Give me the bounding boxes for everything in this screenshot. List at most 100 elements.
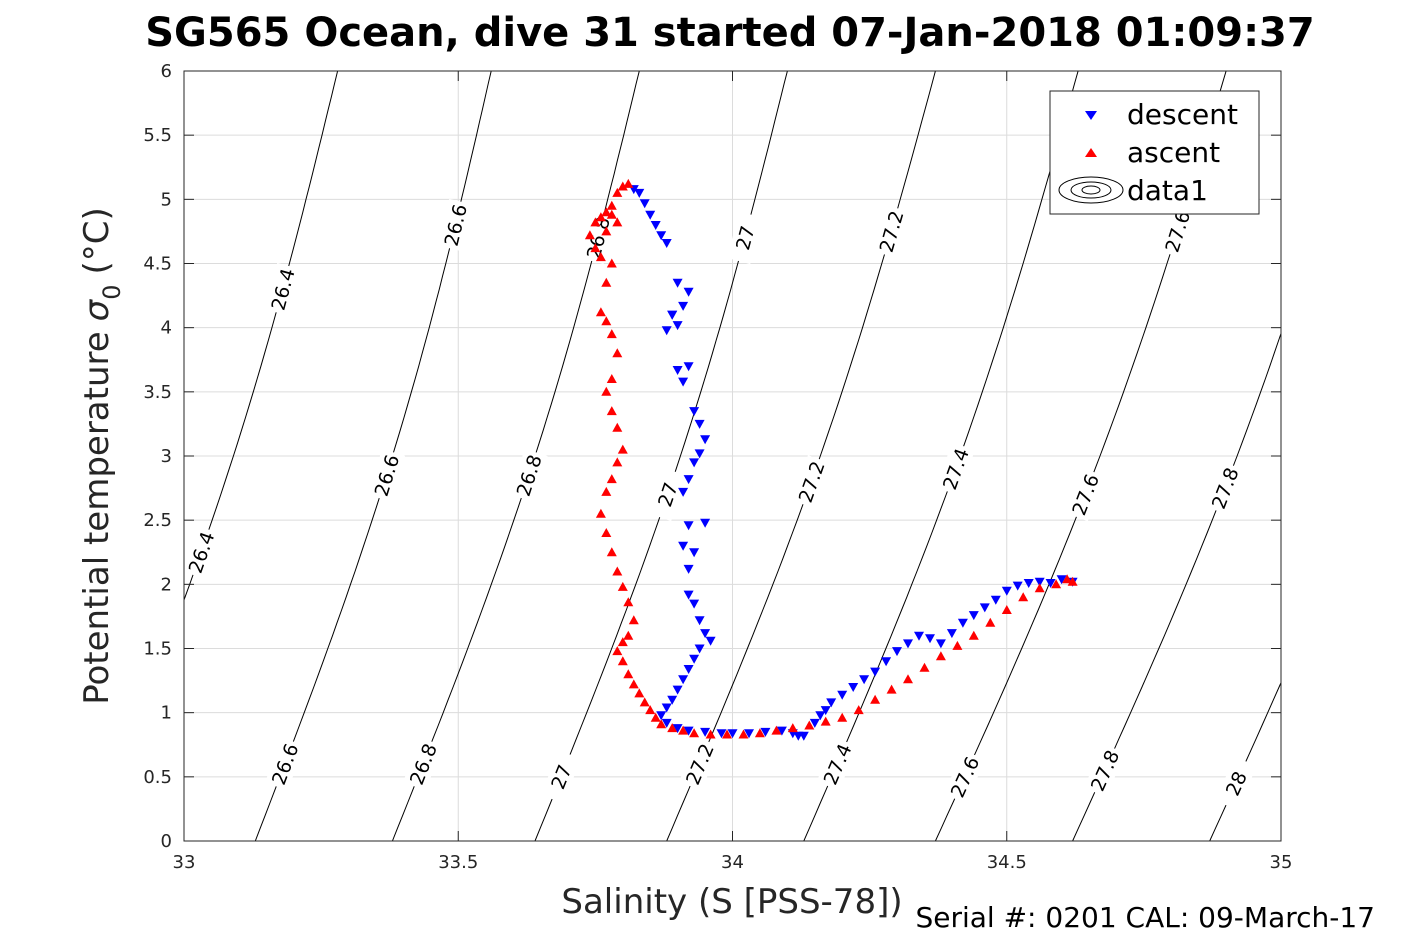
ascent-point [628,615,639,625]
contour-label-bg [816,737,858,791]
ascent-point [919,662,930,672]
x-tick-label: 35 [1270,852,1293,873]
ascent-point [623,597,634,607]
ascent-point [595,307,606,317]
contour-line-26-4 [184,71,339,602]
ascent-point [1034,583,1045,593]
y-tick-label: 6 [161,61,172,82]
ascent-point [606,374,617,383]
descent-point [661,239,672,248]
ascent-point [612,187,623,197]
descent-point [760,727,771,737]
ascent-point [612,457,623,467]
descent-point [683,564,694,574]
descent-point [634,188,645,198]
descent-point [672,724,683,734]
descent-point [1001,586,1012,596]
y-tick-label: 0 [161,831,172,852]
ascent-point [595,508,606,518]
descent-point [946,629,957,639]
legend-box [1049,90,1260,215]
ascent-point [1062,574,1073,584]
ascent-point [787,723,798,733]
contour-label-bg [727,211,763,265]
contour-line-27 [534,71,788,841]
descent-point [990,595,1001,605]
descent-point [815,711,826,721]
ascent-point [612,422,623,432]
contour-label-bg [1204,461,1245,515]
ascent-point [612,566,623,576]
descent-point [683,362,694,372]
descent-point [979,603,990,613]
ascent-point [606,258,617,268]
ascent-point [601,207,612,217]
contour-label-bg [648,467,687,522]
y-tick-label: 1.5 [143,639,172,660]
descent-point [645,210,656,220]
chart-title: SG565 Ocean, dive 31 started 07-Jan-2018… [145,10,1314,56]
legend-ascent-marker [1085,148,1097,157]
ascent-point [754,728,765,738]
ascent-point [1051,579,1062,589]
descent-point [689,407,700,417]
descent-point [672,278,683,288]
ascent-point [601,277,612,287]
contour-label-bg [936,442,975,496]
descent-point [689,599,700,609]
descent-point [837,690,848,700]
descent-point [1034,577,1045,587]
ascent-point [1001,605,1012,614]
ascent-point [623,630,634,640]
descent-point [694,644,705,654]
contour-label-group: 26.6 [437,198,473,252]
y-tick-label: 3.5 [143,382,172,403]
descent-point [661,326,672,336]
ascent-point [584,230,595,240]
contour-line-27-2 [666,71,936,841]
legend: descent ascent data1 [1049,90,1260,215]
ascent-point [722,729,732,739]
descent-point [914,631,924,641]
descent-point [700,727,711,737]
descent-point [776,726,787,736]
y-axis-label: Potential temperature σ0 (°C) [77,207,126,705]
descent-point [903,639,913,649]
ascent-point [601,386,612,396]
ascent-point [1018,592,1029,602]
contour-label-bg [872,205,910,258]
descent-point [798,731,809,741]
contour-label-bg [1083,743,1126,798]
ascent-point [870,694,881,704]
descent-point [925,634,935,644]
descent-point [667,695,678,705]
ascent-point [612,348,623,358]
legend-descent-marker [1085,111,1097,120]
descent-point [716,729,727,739]
descent-point [1045,579,1056,588]
ascent-point [985,617,996,627]
descent-point [689,458,700,468]
descent-point [678,487,689,497]
contour-label-bg [509,448,548,502]
descent-point [848,683,859,692]
descent-point [661,718,672,728]
descent-point [689,654,700,664]
descent-point [683,287,694,297]
legend-data1-label: data1 [1127,174,1208,207]
descent-point [678,675,689,685]
descent-point [820,706,831,716]
ascent-point [853,705,864,715]
descent-point [935,639,946,649]
ascent-point [601,316,612,326]
descent-point [650,221,661,230]
contour-label-bg [403,737,443,791]
descent-point [683,590,694,600]
contour-label-bg [264,262,301,316]
y-axis-label-unit: (°C) [77,207,117,274]
legend-contour-icon [1058,176,1124,204]
legend-ascent-label: ascent [1127,136,1220,169]
contour-label-bg [367,448,406,502]
ascent-point [606,329,617,339]
descent-point [672,366,683,375]
